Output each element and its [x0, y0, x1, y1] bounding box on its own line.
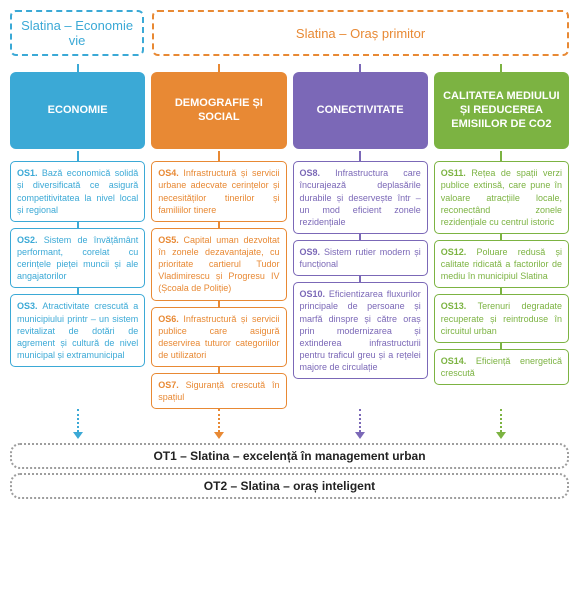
- objective-os12: OS12. Poluare redusă și calitate ridicat…: [434, 240, 569, 288]
- footer-container: OT1 – Slatina – excelență în management …: [10, 443, 569, 499]
- objective-os8: OS8. Infrastructura care încurajează dep…: [293, 161, 428, 234]
- top-title-left-text: Slatina – Economie vie: [20, 18, 134, 48]
- objective-os2: OS2. Sistem de învățământ performant, co…: [10, 228, 145, 289]
- chevron-down-icon: [355, 432, 365, 439]
- objective-os4: OS4. Infrastructură și servicii urbane a…: [151, 161, 286, 222]
- top-title-right-text: Slatina – Oraș primitor: [296, 26, 425, 41]
- pillar-column-conectivitate: OS8. Infrastructura care încurajează dep…: [293, 151, 428, 409]
- pillar-column-mediu: OS11. Rețea de spații verzi publice exti…: [434, 151, 569, 409]
- objective-os11: OS11. Rețea de spații verzi publice exti…: [434, 161, 569, 234]
- objective-os7: OS7. Siguranță crescută în spațiul: [151, 373, 286, 409]
- chevron-down-icon: [73, 432, 83, 439]
- connector-down-conectivitate: [293, 409, 428, 439]
- top-titles-row: Slatina – Economie vie Slatina – Oraș pr…: [10, 10, 569, 56]
- connector-down-economie: [10, 409, 145, 439]
- pillar-header-conectivitate: CONECTIVITATE: [293, 72, 428, 149]
- objective-os9: OS9. Sistem rutier modern și funcțional: [293, 240, 428, 276]
- pillar-header-mediu: CALITATEA MEDIULUI ȘI REDUCEREA EMISIILO…: [434, 72, 569, 149]
- pillar-column-economie: OS1. Bază economică solidă și diversific…: [10, 151, 145, 409]
- objective-os3: OS3. Atractivitate crescută a municipiul…: [10, 294, 145, 367]
- objective-os10: OS10. Eficientizarea fluxurilor principa…: [293, 282, 428, 379]
- pillar-header-demografie: DEMOGRAFIE ȘI SOCIAL: [151, 72, 286, 149]
- footer-objective-1: OT1 – Slatina – excelență în management …: [10, 443, 569, 469]
- connector-down-mediu: [434, 409, 569, 439]
- chevron-down-icon: [214, 432, 224, 439]
- footer-objective-2: OT2 – Slatina – oraș inteligent: [10, 473, 569, 499]
- objective-os14: OS14. Eficiență energetică crescută: [434, 349, 569, 385]
- connectors-to-footer: [10, 409, 569, 439]
- pillar-header-economie: ECONOMIE: [10, 72, 145, 149]
- objective-os6: OS6. Infrastructură și servicii publice …: [151, 307, 286, 368]
- top-title-right: Slatina – Oraș primitor: [152, 10, 569, 56]
- chevron-down-icon: [496, 432, 506, 439]
- pillar-headers-row: ECONOMIEDEMOGRAFIE ȘI SOCIALCONECTIVITAT…: [10, 64, 569, 149]
- objective-os5: OS5. Capital uman dezvoltat în zonele de…: [151, 228, 286, 301]
- connector-down-demografie: [151, 409, 286, 439]
- pillar-content-row: OS1. Bază economică solidă și diversific…: [10, 151, 569, 409]
- pillar-column-demografie: OS4. Infrastructură și servicii urbane a…: [151, 151, 286, 409]
- top-title-left: Slatina – Economie vie: [10, 10, 144, 56]
- objective-os13: OS13. Terenuri degradate recuperate și r…: [434, 294, 569, 342]
- objective-os1: OS1. Bază economică solidă și diversific…: [10, 161, 145, 222]
